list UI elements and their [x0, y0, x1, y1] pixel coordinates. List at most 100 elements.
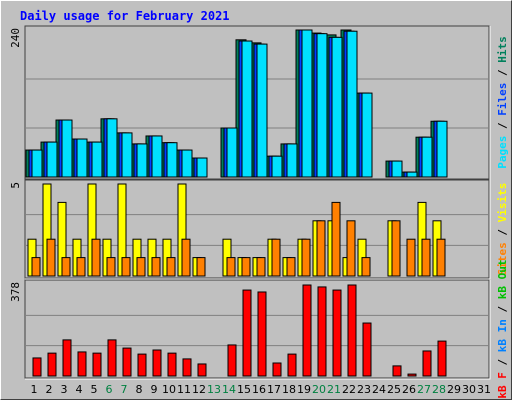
bar	[77, 351, 87, 377]
bar	[421, 136, 433, 178]
panel-frame-light	[25, 180, 491, 280]
x-tick-label: 23	[357, 383, 371, 396]
x-tick-label: 12	[192, 383, 206, 396]
bar	[332, 289, 342, 377]
bar	[181, 149, 193, 178]
x-tick-label: 29	[447, 383, 461, 396]
bar	[226, 127, 238, 178]
bar	[362, 322, 372, 377]
bar	[256, 43, 268, 178]
bar	[346, 30, 358, 178]
x-tick-label: 17	[267, 383, 281, 396]
bar	[181, 238, 191, 277]
bar	[121, 257, 131, 277]
bar	[256, 257, 266, 277]
bar	[286, 143, 298, 178]
bar	[286, 257, 296, 277]
x-tick-label: 13	[207, 383, 221, 396]
bar	[62, 339, 72, 377]
legend-separator: /	[496, 299, 509, 319]
bar	[437, 340, 447, 377]
bar	[167, 352, 177, 377]
bar	[196, 257, 206, 277]
bar	[302, 284, 312, 377]
bar	[301, 238, 311, 277]
bar	[361, 257, 371, 277]
bar	[121, 132, 133, 178]
legend-entry: Pages	[496, 136, 509, 169]
legend-entry: Files	[496, 83, 509, 116]
bar	[227, 344, 237, 377]
x-tick-label: 8	[136, 383, 143, 396]
bar	[346, 220, 356, 277]
legend-entry: kB Out	[496, 259, 509, 299]
bar	[287, 353, 297, 377]
bar	[61, 119, 73, 178]
bar	[226, 257, 236, 277]
legend-separator: /	[496, 116, 509, 136]
bar	[436, 238, 446, 277]
legend-entry: kB In	[496, 319, 509, 352]
bar	[407, 373, 417, 377]
x-tick-label: 19	[297, 383, 311, 396]
bar	[361, 92, 373, 178]
y-max-label: 378	[9, 282, 22, 302]
bar	[46, 238, 56, 277]
legend-entry: Hits	[496, 36, 509, 63]
x-tick-label: 10	[162, 383, 176, 396]
x-tick-label: 18	[282, 383, 296, 396]
bar	[197, 363, 207, 377]
x-tick-label: 4	[76, 383, 83, 396]
bar	[152, 349, 162, 377]
bar	[391, 160, 403, 178]
bar	[347, 284, 357, 377]
y-max-label: 5	[9, 182, 22, 189]
legend-entry: Visits	[496, 183, 509, 223]
legend-separator: /	[496, 222, 509, 242]
bar	[46, 141, 58, 178]
legend: kB F / kB In / kB Out	[496, 259, 509, 398]
bar	[272, 362, 282, 377]
x-tick-label: 28	[432, 383, 446, 396]
bar	[136, 143, 148, 178]
bar	[331, 201, 341, 277]
legend: Pages / Files / Hits	[496, 36, 509, 169]
bar	[91, 238, 101, 277]
bar	[392, 365, 402, 377]
panel-frame	[24, 179, 490, 279]
bar	[241, 257, 251, 277]
bar	[436, 120, 448, 178]
bar	[317, 286, 327, 377]
bar	[92, 352, 102, 377]
bar	[61, 257, 71, 277]
bar	[31, 257, 41, 277]
bar	[406, 238, 416, 277]
legend-entry: Sites	[496, 242, 509, 275]
x-tick-label: 14	[222, 383, 236, 396]
bar	[91, 141, 103, 178]
bar	[316, 33, 328, 178]
bar	[151, 257, 161, 277]
legend-separator: /	[496, 63, 509, 83]
legend-separator: /	[496, 352, 509, 372]
x-tick-label: 22	[342, 383, 356, 396]
bar	[137, 353, 147, 377]
bar	[196, 157, 208, 178]
bar	[271, 155, 283, 178]
y-max-label: 240	[9, 28, 22, 48]
bar	[76, 138, 88, 178]
panel-frame-light	[25, 280, 491, 380]
bar	[107, 339, 117, 377]
x-tick-label: 26	[402, 383, 416, 396]
panel-frame	[24, 25, 490, 180]
x-tick-label: 6	[106, 383, 113, 396]
bar	[422, 350, 432, 377]
x-tick-label: 5	[91, 383, 98, 396]
bar	[106, 118, 118, 178]
x-tick-label: 20	[312, 383, 326, 396]
bar	[166, 142, 178, 178]
legend: Sites / Visits	[496, 183, 509, 276]
bar	[421, 238, 431, 277]
bar	[47, 352, 57, 377]
